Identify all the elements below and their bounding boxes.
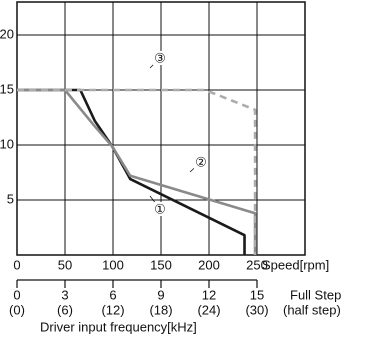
x-axis-label: Speed[rpm] xyxy=(262,257,329,272)
series-label: ② xyxy=(195,154,207,169)
frequency-label: Driver input frequency[kHz] xyxy=(40,319,197,334)
half-step-label: (half step) xyxy=(283,302,341,317)
full-step-tick-label: 12 xyxy=(202,287,216,302)
half-step-tick-label: (6) xyxy=(57,302,73,317)
x-tick-label: 50 xyxy=(58,257,72,272)
half-step-tick-label: (0) xyxy=(9,302,25,317)
y-tick-label: 10 xyxy=(0,136,14,151)
series-line xyxy=(17,88,246,255)
y-tick-label: 5 xyxy=(7,191,14,206)
full-step-tick-label: 9 xyxy=(157,287,164,302)
y-tick-label: 15 xyxy=(0,81,14,96)
series-label: ① xyxy=(154,201,166,216)
label-bg xyxy=(153,51,167,65)
half-step-tick-label: (24) xyxy=(197,302,220,317)
half-step-tick-label: (30) xyxy=(245,302,268,317)
x-tick-label: 0 xyxy=(13,257,20,272)
x-tick-label: 200 xyxy=(198,257,220,272)
series-line xyxy=(17,88,257,255)
x-tick-label: 100 xyxy=(102,257,124,272)
full-step-label: Full Step xyxy=(290,287,341,302)
full-step-tick-label: 15 xyxy=(250,287,264,302)
full-step-tick-label: 6 xyxy=(109,287,116,302)
series-label: ③ xyxy=(154,50,166,65)
x-tick-label: 150 xyxy=(150,257,172,272)
series-line xyxy=(17,88,257,255)
full-step-tick-label: 0 xyxy=(13,287,20,302)
y-tick-label: 20 xyxy=(0,26,14,41)
label-bg xyxy=(194,155,208,169)
full-step-tick-label: 3 xyxy=(61,287,68,302)
half-step-tick-label: (12) xyxy=(101,302,124,317)
label-bg xyxy=(153,202,167,216)
x-tick-label: 250 xyxy=(246,257,268,272)
half-step-tick-label: (18) xyxy=(149,302,172,317)
